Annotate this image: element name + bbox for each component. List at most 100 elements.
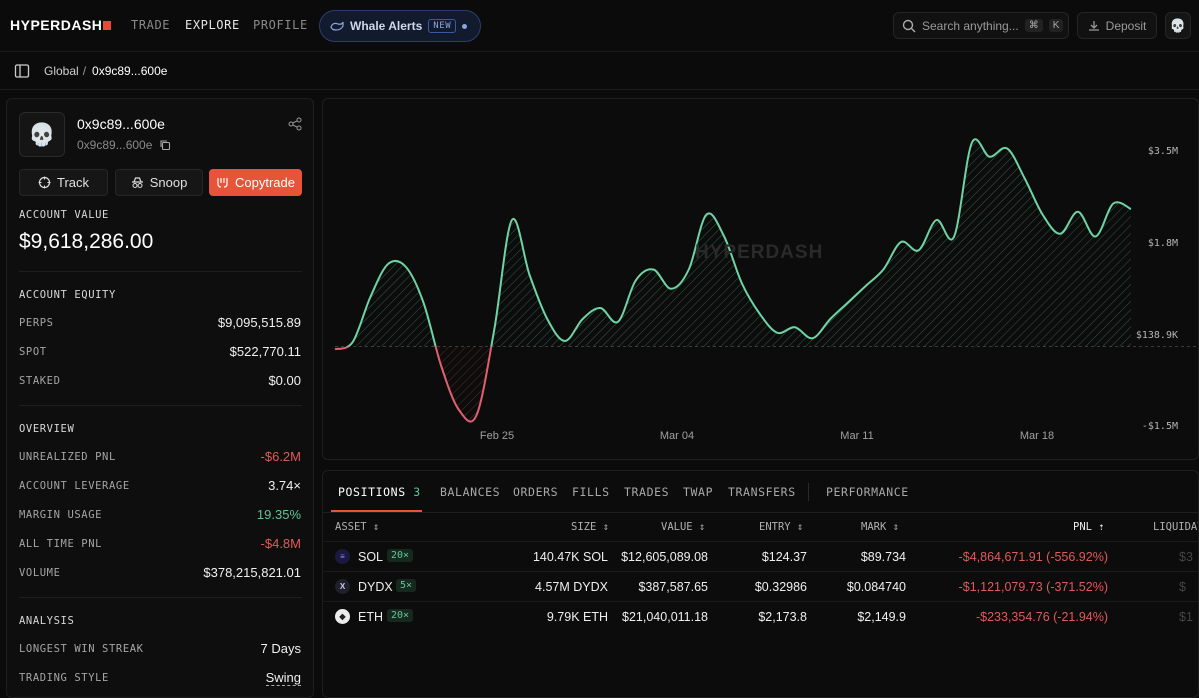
search-input[interactable]: Search anything... ⌘ K xyxy=(893,12,1069,39)
volume-value: $378,215,821.01 xyxy=(203,565,301,580)
snoop-button[interactable]: Snoop xyxy=(115,169,203,196)
tab-balances[interactable]: BALANCES xyxy=(440,485,501,499)
sidebar-toggle-icon[interactable] xyxy=(14,63,30,79)
track-label: Track xyxy=(56,175,90,190)
unrealized-pnl-label: UNREALIZED PNL xyxy=(19,451,116,463)
deposit-label: Deposit xyxy=(1105,18,1147,33)
nav-profile[interactable]: PROFILE xyxy=(253,18,308,32)
position-size: 140.47K SOL xyxy=(532,550,608,564)
target-icon xyxy=(38,176,51,189)
breadcrumb-current: 0x9c89...600e xyxy=(92,63,168,78)
liquidation-price: $3 xyxy=(1179,550,1193,564)
track-button[interactable]: Track xyxy=(19,169,108,196)
col-size[interactable]: SIZE ⇕ xyxy=(571,521,609,533)
account-panel: 💀 0x9c89...600e 0x9c89...600e Track Snoo… xyxy=(6,98,314,698)
y-tick-label: $3.5M xyxy=(1147,146,1178,157)
win-streak-value: 7 Days xyxy=(260,641,301,656)
entry-price: $124.37 xyxy=(761,550,807,564)
spot-label: SPOT xyxy=(19,346,47,358)
nav-trade[interactable]: TRADE xyxy=(131,18,171,32)
perps-label: PERPS xyxy=(19,317,54,329)
position-value: $12,605,089.08 xyxy=(621,550,708,564)
position-pnl: -$4,864,671.91 (-556.92%) xyxy=(958,550,1108,564)
mark-price: $2,149.9 xyxy=(857,610,906,624)
area-fill-positive xyxy=(335,139,1131,347)
col-liquidation[interactable]: LIQUIDAT xyxy=(1153,521,1199,533)
table-row[interactable]: ◆ ETH 20× 9.79K ETH $21,040,011.18 $2,17… xyxy=(323,601,1198,631)
col-mark[interactable]: MARK ⇕ xyxy=(861,521,899,533)
top-nav: HYPERDASH TRADE EXPLORE PROFILE Whale Al… xyxy=(0,0,1199,52)
search-icon xyxy=(902,19,916,32)
tab-trades[interactable]: TRADES xyxy=(624,485,670,499)
tab-fills[interactable]: FILLS xyxy=(572,485,610,499)
breadcrumb-global[interactable]: Global xyxy=(44,63,79,78)
tab-transfers[interactable]: TRANSFERS xyxy=(728,485,796,499)
analysis-label: ANALYSIS xyxy=(19,615,75,627)
asset-name: DYDX xyxy=(358,580,393,594)
all-time-pnl-label: ALL TIME PNL xyxy=(19,538,103,550)
x-tick-label: Mar 18 xyxy=(1019,430,1055,442)
kbd-cmd: ⌘ xyxy=(1024,19,1043,32)
col-entry[interactable]: ENTRY ⇕ xyxy=(759,521,804,533)
pnl-chart-svg xyxy=(334,138,1198,423)
col-asset[interactable]: ASSET ⇕ xyxy=(335,521,380,533)
asset-name: SOL xyxy=(358,550,384,564)
search-placeholder: Search anything... xyxy=(922,18,1019,33)
download-icon xyxy=(1088,20,1099,31)
copy-icon[interactable] xyxy=(159,139,171,151)
x-tick-label: Mar 11 xyxy=(840,430,874,442)
all-time-pnl-value: -$4.8M xyxy=(260,536,301,551)
liquidation-price: $ xyxy=(1179,580,1186,594)
account-equity-label: ACCOUNT EQUITY xyxy=(19,289,116,301)
win-streak-label: LONGEST WIN STREAK xyxy=(19,643,144,655)
spy-icon xyxy=(131,176,143,188)
account-value-label: ACCOUNT VALUE xyxy=(19,209,109,221)
breadcrumb-sep: / xyxy=(82,63,87,78)
copytrade-button[interactable]: Copytrade xyxy=(209,169,302,196)
whale-alerts-label: Whale Alerts xyxy=(350,19,423,33)
volume-label: VOLUME xyxy=(19,567,61,579)
mark-price: $89.734 xyxy=(860,550,906,564)
eth-icon: ◆ xyxy=(335,609,350,624)
divider xyxy=(19,405,302,406)
position-size: 4.57M DYDX xyxy=(535,580,608,594)
tab-performance[interactable]: PERFORMANCE xyxy=(826,485,909,499)
tab-twap[interactable]: TWAP xyxy=(683,485,714,499)
wallet-address-sub: 0x9c89...600e xyxy=(77,138,171,152)
perps-value: $9,095,515.89 xyxy=(217,315,301,330)
chart-watermark: HYPERDASH xyxy=(695,242,824,263)
position-size: 9.79K ETH xyxy=(546,610,608,624)
avatar[interactable]: 💀 xyxy=(1165,12,1191,39)
col-pnl[interactable]: PNL ⇡ xyxy=(1073,521,1105,533)
share-icon[interactable] xyxy=(288,117,302,131)
asset-name: ETH xyxy=(358,610,383,624)
pnl-line-negative xyxy=(334,346,493,423)
pnl-chart: HYPERDASH $3.5M $1.8M $138.9K -$1.5M Feb… xyxy=(322,98,1199,460)
snoop-label: Snoop xyxy=(149,175,188,190)
whale-icon xyxy=(330,21,344,31)
positions-tabs: POSITIONS 3 BALANCES ORDERS FILLS TRADES… xyxy=(323,471,1198,513)
account-value: $9,618,286.00 xyxy=(19,230,154,253)
margin-usage-value: 19.35% xyxy=(256,507,301,522)
leverage-badge: 20× xyxy=(387,549,414,562)
deposit-button[interactable]: Deposit xyxy=(1077,12,1157,39)
table-row[interactable]: ≡ SOL 20× 140.47K SOL $12,605,089.08 $12… xyxy=(323,541,1198,571)
entry-price: $2,173.8 xyxy=(758,610,807,624)
kbd-k: K xyxy=(1048,19,1064,32)
trading-style-value[interactable]: Swing xyxy=(265,670,301,686)
status-dot xyxy=(462,23,468,29)
staked-value: $0.00 xyxy=(268,373,301,388)
trading-style-label: TRADING STYLE xyxy=(19,672,109,684)
x-tick-label: Mar 04 xyxy=(659,430,695,442)
logo[interactable]: HYPERDASH xyxy=(10,17,112,33)
copytrade-label: Copytrade xyxy=(235,175,295,190)
whale-alerts-button[interactable]: Whale Alerts NEW xyxy=(319,10,481,42)
tab-positions[interactable]: POSITIONS 3 xyxy=(338,485,421,499)
active-tab-indicator xyxy=(331,510,422,512)
table-row[interactable]: X DYDX 5× 4.57M DYDX $387,587.65 $0.3298… xyxy=(323,571,1198,601)
leverage-badge: 20× xyxy=(387,609,414,622)
nav-explore[interactable]: EXPLORE xyxy=(185,18,240,32)
col-value[interactable]: VALUE ⇕ xyxy=(661,521,706,533)
position-value: $387,587.65 xyxy=(638,580,708,594)
tab-orders[interactable]: ORDERS xyxy=(513,485,559,499)
